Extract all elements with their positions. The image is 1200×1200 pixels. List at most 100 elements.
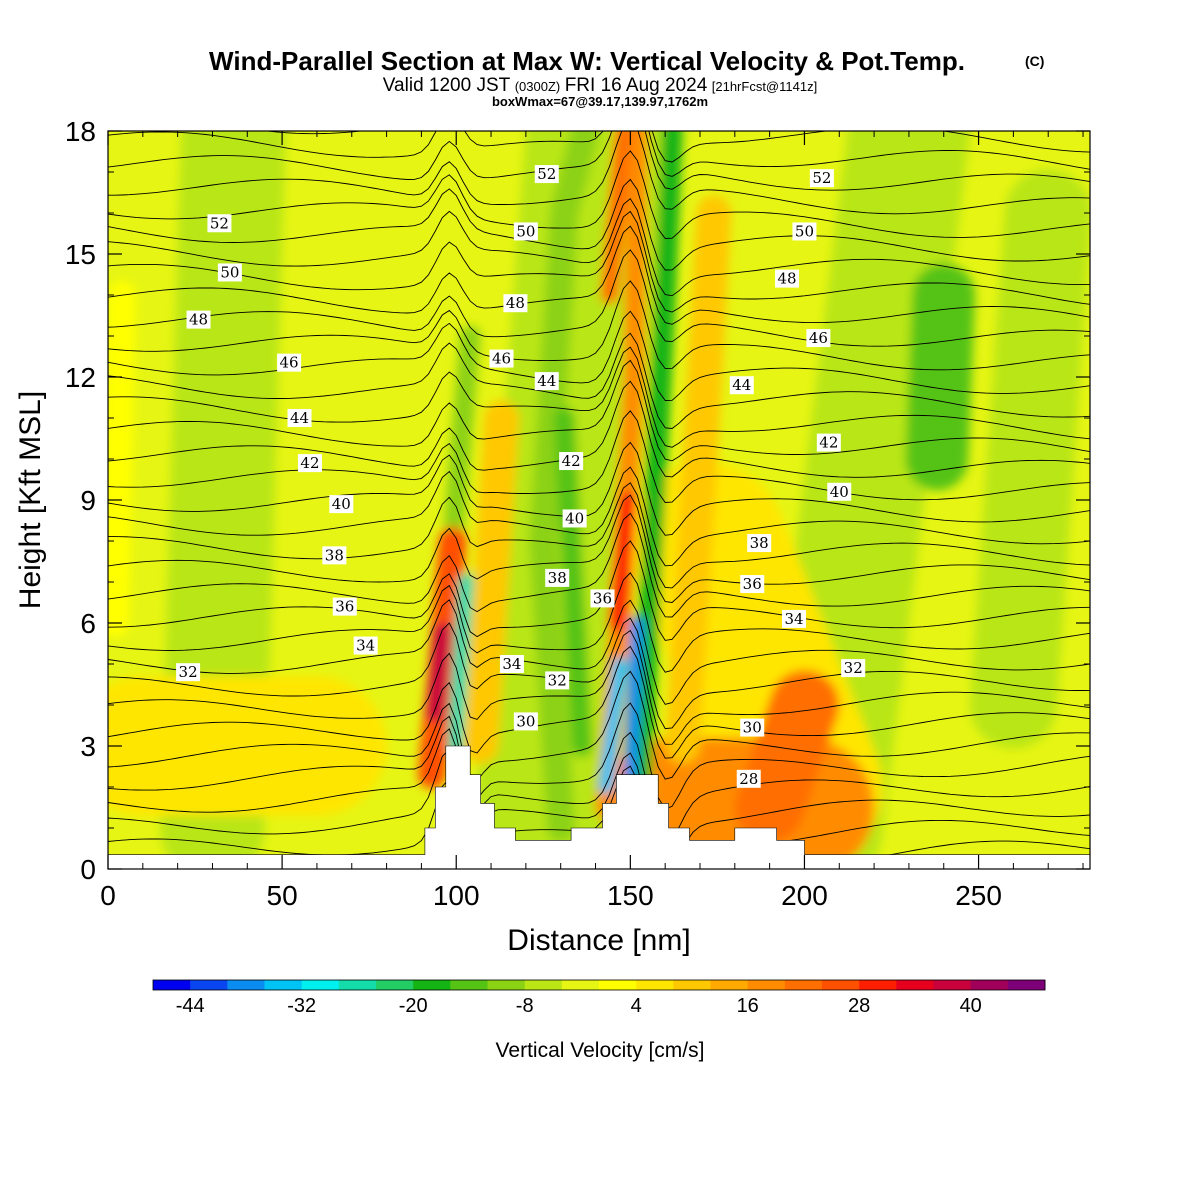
colorbar-tick-label: 40 — [960, 995, 982, 1017]
velocity-plume — [665, 195, 732, 764]
theta-contour — [108, 702, 1090, 810]
colorbar-swatch — [747, 980, 786, 990]
colorbar-swatch — [784, 980, 823, 990]
contour-label-box — [809, 169, 834, 188]
y-tick-label: 3 — [80, 731, 96, 762]
contour-label: 50 — [220, 263, 239, 281]
contour-label-box — [207, 214, 232, 233]
contour-label: 38 — [548, 569, 567, 587]
contour-label: 34 — [356, 637, 375, 655]
colorbar-swatch — [227, 980, 265, 990]
theta-contour — [108, 482, 1090, 589]
contour-label: 32 — [179, 663, 198, 681]
contour-label-box — [792, 222, 817, 241]
contour-label-box — [806, 329, 831, 348]
theta-contour — [108, 380, 1090, 478]
theta-contour — [108, 310, 1090, 401]
contour-label-box — [559, 452, 584, 471]
x-tick-label: 150 — [607, 880, 654, 911]
contour-label: 44 — [290, 409, 309, 427]
contour-label-box — [297, 454, 322, 473]
velocity-plume — [905, 263, 976, 491]
colorbar-swatch — [413, 980, 451, 990]
colorbar-swatch — [450, 980, 488, 990]
theta-contour — [108, 645, 1090, 759]
y-axis-label: Height [Kft MSL] — [14, 391, 47, 609]
colorbar-swatch — [859, 980, 897, 990]
contour-label: 46 — [809, 329, 828, 347]
box-info: boxWmax=67@39.17,139.97,1762m — [492, 94, 708, 109]
contour-label: 30 — [516, 712, 535, 730]
colorbar-swatch — [970, 980, 1009, 990]
colorbar-tick-label: 4 — [631, 995, 642, 1017]
velocity-plume — [599, 657, 627, 794]
contour-label-box — [513, 712, 538, 731]
colorbar — [152, 979, 1046, 991]
contour-label-box — [353, 636, 378, 655]
y-tick-label: 15 — [65, 239, 96, 270]
contour-label-box — [590, 589, 615, 608]
velocity-plume — [447, 573, 476, 755]
colorbar-swatch — [673, 980, 711, 990]
terrain — [108, 745, 1090, 869]
theta-contour — [108, 249, 1090, 347]
contour-label: 38 — [325, 546, 344, 564]
theta-contour — [108, 210, 1090, 313]
theta-contour — [108, 332, 1090, 429]
colorbar-swatch — [301, 980, 340, 990]
contour-label: 32 — [548, 671, 567, 689]
velocity-plume — [630, 131, 683, 806]
x-tick-label: 250 — [955, 880, 1002, 911]
theta-contour — [108, 748, 1090, 869]
y-tick-label: 9 — [80, 485, 96, 516]
theta-contour — [108, 346, 1090, 448]
contour-label-box — [740, 718, 765, 737]
contour-label: 50 — [516, 222, 535, 240]
colorbar-swatch — [822, 980, 860, 990]
contour-label-box — [827, 482, 852, 501]
contour-label-box — [277, 353, 302, 372]
contour-label-box — [329, 495, 354, 514]
contour-label: 48 — [506, 294, 525, 312]
contour-label: 34 — [784, 610, 803, 628]
colorbar-swatch — [933, 980, 972, 990]
theta-contour — [108, 629, 1090, 745]
contour-label: 36 — [743, 575, 762, 593]
y-tick-label: 6 — [80, 608, 96, 639]
contour-label: 52 — [812, 169, 831, 187]
colorbar-swatch — [338, 980, 377, 990]
colorbar-swatch — [1007, 980, 1046, 990]
x-axis-label: Distance [nm] — [507, 924, 690, 957]
colorbar-tick-label: -8 — [516, 995, 534, 1017]
theta-contour — [108, 131, 1090, 191]
theta-contour — [108, 466, 1090, 567]
theta-contour — [108, 728, 1090, 843]
contour-label-box — [322, 546, 347, 565]
colorbar-swatch — [710, 980, 749, 990]
contour-label-box — [545, 671, 570, 690]
contour-label-box — [534, 165, 559, 184]
contour-label: 28 — [739, 770, 758, 788]
contour-label: 30 — [743, 719, 762, 737]
contour-label-box — [217, 263, 242, 282]
theta-contour — [108, 572, 1090, 673]
contour-label-box — [186, 310, 211, 329]
colorbar-tick-label: -32 — [287, 995, 316, 1017]
y-tick-label: 12 — [65, 362, 96, 393]
contour-label-box — [729, 376, 754, 395]
contour-label-box — [287, 409, 312, 427]
contour-label-box — [816, 433, 841, 452]
subtitle-date: FRI 16 Aug 2024 — [565, 75, 708, 96]
contour-label: 52 — [210, 214, 229, 232]
contour-label: 44 — [537, 372, 556, 390]
contour-label-box — [545, 568, 570, 587]
copyright-mark: (C) — [1025, 53, 1044, 69]
colorbar-tick-label: -44 — [176, 995, 205, 1017]
contour-label: 46 — [280, 354, 299, 372]
theta-contour — [108, 280, 1090, 371]
contour-label-box — [740, 575, 765, 594]
x-tick-label: 0 — [100, 880, 116, 911]
chart-title: Wind-Parallel Section at Max W: Vertical… — [209, 46, 965, 76]
contour-label: 32 — [844, 659, 863, 677]
